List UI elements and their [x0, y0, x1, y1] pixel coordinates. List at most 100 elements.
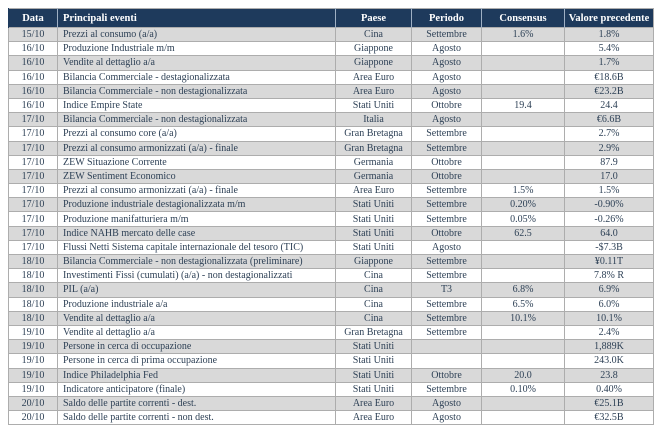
- cell-country: Gran Bretagna: [335, 324, 412, 341]
- cell-period: Settembre: [411, 126, 482, 142]
- cell-period: Settembre: [411, 211, 482, 227]
- cell-period: [411, 339, 482, 355]
- cell-previous: €6.6B: [564, 112, 654, 128]
- cell-country: Area Euro: [335, 183, 412, 199]
- cell-data: 17/10: [8, 225, 58, 241]
- table-row: 16/10 Produzione Industriale m/m Giappone A…: [8, 41, 654, 57]
- cell-country: Gran Bretagna: [335, 126, 412, 142]
- cell-data: 17/10: [8, 211, 58, 227]
- cell-data: 17/10: [8, 140, 58, 156]
- cell-consensus: [481, 83, 565, 99]
- cell-consensus: [481, 168, 565, 185]
- cell-data: 17/10: [8, 183, 58, 199]
- cell-country: Stati Uniti: [335, 239, 412, 256]
- cell-country: Stati Uniti: [335, 339, 412, 355]
- cell-previous: -0.26%: [564, 211, 654, 227]
- cell-consensus: [481, 55, 565, 71]
- cell-data: 18/10: [8, 310, 58, 326]
- cell-period: Agosto: [411, 55, 482, 71]
- table-row: 17/10 Prezzi al consumo armonizzati (a/a)…: [8, 140, 654, 156]
- cell-country: Germania: [335, 168, 412, 185]
- cell-consensus: [481, 239, 565, 256]
- cell-consensus: 20.0: [481, 367, 565, 383]
- cell-event: Prezzi al consumo core (a/a): [57, 126, 336, 142]
- cell-consensus: [481, 268, 565, 284]
- cell-event: Flussi Netti Sistema capitale internazio…: [57, 239, 336, 256]
- cell-period: Settembre: [411, 197, 482, 213]
- cell-period: Settembre: [411, 381, 482, 397]
- cell-previous: 1.5%: [564, 183, 654, 199]
- cell-event: PIL (a/a): [57, 282, 336, 298]
- cell-previous: 17.0: [564, 168, 654, 185]
- column-header-consensus: Consensus: [481, 8, 565, 28]
- table-body: 15/10 Prezzi al consumo (a/a) Cina Settembr…: [8, 26, 654, 426]
- cell-country: Area Euro: [335, 83, 412, 99]
- cell-previous: -0.90%: [564, 197, 654, 213]
- table-row: 19/10 Indice Philadelphia Fed Stati Uniti O…: [8, 367, 654, 383]
- cell-previous: 2.7%: [564, 126, 654, 142]
- cell-previous: 2.9%: [564, 140, 654, 156]
- cell-country: Stati Uniti: [335, 353, 412, 369]
- cell-event: Produzione manifatturiera m/m: [57, 211, 336, 227]
- cell-previous: 5.4%: [564, 41, 654, 57]
- cell-country: Gran Bretagna: [335, 140, 412, 156]
- cell-country: Cina: [335, 26, 412, 43]
- cell-period: Settembre: [411, 253, 482, 270]
- cell-event: Saldo delle partite correnti - dest.: [57, 395, 336, 412]
- cell-previous: 1.7%: [564, 55, 654, 71]
- cell-previous: €18.6B: [564, 69, 654, 85]
- cell-data: 19/10: [8, 367, 58, 383]
- cell-previous: €25.1B: [564, 395, 654, 412]
- table-row: 17/10 ZEW Situazione Corrente Germania Otto…: [8, 154, 654, 170]
- cell-country: Cina: [335, 310, 412, 326]
- cell-consensus: 1.6%: [481, 26, 565, 43]
- table-row: 17/10 ZEW Sentiment Economico Germania Otto…: [8, 168, 654, 185]
- cell-country: Area Euro: [335, 410, 412, 426]
- cell-consensus: [481, 395, 565, 412]
- cell-data: 19/10: [8, 381, 58, 397]
- cell-period: Ottobre: [411, 367, 482, 383]
- cell-country: Italia: [335, 112, 412, 128]
- cell-data: 17/10: [8, 168, 58, 185]
- cell-country: Giappone: [335, 55, 412, 71]
- table-row: 17/10 Produzione manifatturiera m/m Stati …: [8, 211, 654, 227]
- cell-previous: 87.9: [564, 154, 654, 170]
- table-row: 19/10 Persone in cerca di occupazione Stat…: [8, 339, 654, 355]
- cell-event: Vendite al dettaglio a/a: [57, 324, 336, 341]
- cell-period: Agosto: [411, 410, 482, 426]
- table-row: 17/10 Flussi Netti Sistema capitale inter…: [8, 239, 654, 256]
- cell-event: Prezzi al consumo armonizzati (a/a) - fi…: [57, 183, 336, 199]
- table-row: 17/10 Indice NAHB mercato delle case Stati…: [8, 225, 654, 241]
- column-header-data: Data: [8, 8, 58, 28]
- cell-consensus: [481, 353, 565, 369]
- cell-previous: 1,889K: [564, 339, 654, 355]
- cell-consensus: [481, 41, 565, 57]
- cell-period: Agosto: [411, 395, 482, 412]
- cell-data: 16/10: [8, 41, 58, 57]
- cell-previous: -$7.3B: [564, 239, 654, 256]
- cell-previous: 243.0K: [564, 353, 654, 369]
- cell-period: Agosto: [411, 112, 482, 128]
- cell-period: Agosto: [411, 41, 482, 57]
- cell-period: Agosto: [411, 239, 482, 256]
- table-row: 18/10 Produzione industriale a/a Cina Sette…: [8, 296, 654, 312]
- cell-country: Cina: [335, 282, 412, 298]
- table-row: 18/10 Bilancia Commerciale - non destagio…: [8, 253, 654, 270]
- cell-event: Indice Philadelphia Fed: [57, 367, 336, 383]
- cell-consensus: 6.5%: [481, 296, 565, 312]
- cell-country: Stati Uniti: [335, 197, 412, 213]
- cell-period: Settembre: [411, 268, 482, 284]
- cell-data: 16/10: [8, 83, 58, 99]
- cell-event: ZEW Sentiment Economico: [57, 168, 336, 185]
- cell-previous: €23.2B: [564, 83, 654, 99]
- cell-consensus: 1.5%: [481, 183, 565, 199]
- cell-period: Ottobre: [411, 154, 482, 170]
- cell-consensus: 0.10%: [481, 381, 565, 397]
- table-row: 20/10 Saldo delle partite correnti - non …: [8, 410, 654, 426]
- cell-consensus: 0.20%: [481, 197, 565, 213]
- cell-data: 18/10: [8, 296, 58, 312]
- cell-event: Vendite al dettaglio a/a: [57, 310, 336, 326]
- cell-event: Bilancia Commerciale - non destagionaliz…: [57, 112, 336, 128]
- cell-previous: 10.1%: [564, 310, 654, 326]
- cell-consensus: 0.05%: [481, 211, 565, 227]
